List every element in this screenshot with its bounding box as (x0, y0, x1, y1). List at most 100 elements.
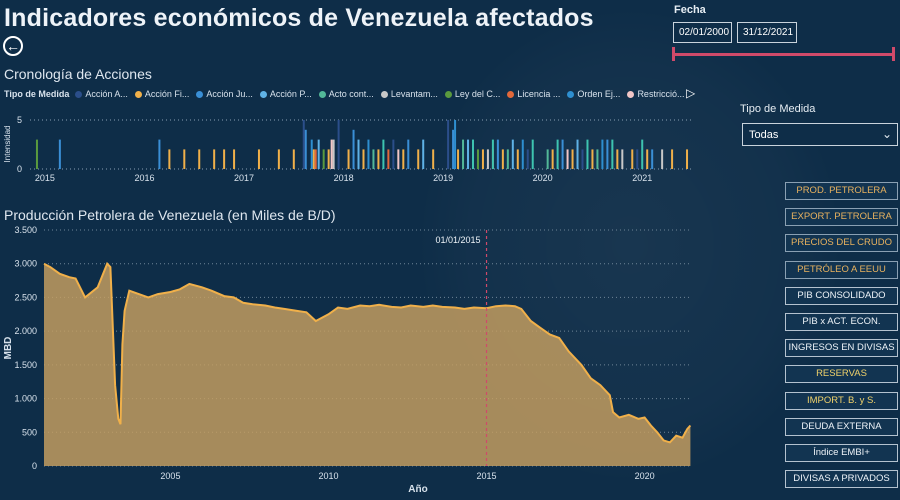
legend-dot (259, 90, 267, 98)
legend-next-arrow-icon[interactable]: ▷ (686, 86, 696, 100)
x-tick-label: 2017 (234, 173, 254, 183)
timeline-bar (277, 149, 280, 169)
date-start-input[interactable]: 02/01/2000 (673, 22, 732, 43)
timeline-bar (646, 149, 649, 169)
legend-item[interactable]: Ley del C... (444, 89, 500, 99)
legend-label: Restricció... (637, 89, 684, 99)
timeline-bar (322, 149, 325, 169)
nav-button[interactable]: INGRESOS EN DIVISAS (785, 339, 898, 358)
timeline-bar (586, 139, 589, 169)
legend-item[interactable]: Acción Ju... (196, 89, 253, 99)
x-tick-label: 2018 (334, 173, 354, 183)
y-tick-label: 0 (17, 164, 22, 174)
nav-button[interactable]: PETRÓLEO A EEUU (785, 260, 898, 279)
timeline-bar (352, 129, 355, 169)
timeline-bar (397, 149, 400, 169)
timeline-bar (312, 149, 315, 169)
legend-item[interactable]: Licencia ... (507, 89, 560, 99)
timeline-bar (58, 139, 61, 169)
timeline-bar (661, 149, 664, 169)
timeline-bar (292, 149, 295, 169)
timeline-bar (447, 120, 450, 169)
timeline-bar (317, 139, 320, 169)
timeline-bar (481, 149, 484, 169)
legend-item[interactable]: Orden Ej... (567, 89, 620, 99)
legend-dot (134, 90, 142, 98)
date-range-slider-track[interactable] (674, 53, 894, 56)
timeline-bar (302, 120, 305, 169)
timeline-bar (631, 149, 634, 169)
timeline-bar (496, 139, 499, 169)
nav-button[interactable]: PROD. PETROLERA (785, 182, 898, 200)
timeline-bar (506, 149, 509, 169)
legend-item[interactable]: Restricció... (627, 89, 684, 99)
y-axis-label: Intensidad (3, 126, 12, 163)
timeline-bar (233, 149, 236, 169)
timeline-bar (223, 149, 226, 169)
x-tick-label: 2015 (477, 471, 497, 481)
nav-button[interactable]: PRECIOS DEL CRUDO (785, 234, 898, 253)
timeline-bar (571, 149, 574, 169)
timeline-bar (314, 149, 317, 169)
date-label: Fecha (674, 4, 706, 16)
nav-button[interactable]: RESERVAS (785, 365, 898, 384)
timeline-bar (257, 149, 260, 169)
timeline-bar (526, 149, 529, 169)
timeline-bar (516, 149, 519, 169)
legend-title: Tipo de Medida (4, 89, 70, 99)
legend-label: Acción Ju... (206, 89, 253, 99)
timeline-bar (596, 149, 599, 169)
timeline-title: Cronología de Acciones (4, 66, 152, 82)
legend-dot (380, 90, 388, 98)
timeline-bar (422, 139, 425, 169)
legend-item[interactable]: Acción A... (75, 89, 128, 99)
production-area (44, 263, 691, 466)
legend-item[interactable]: Acto cont... (318, 89, 374, 99)
legend-dot (75, 90, 83, 98)
timeline-bar (402, 149, 405, 169)
tipo-medida-label: Tipo de Medida (740, 103, 816, 115)
tipo-medida-value: Todas (749, 129, 779, 141)
timeline-bar (392, 139, 395, 169)
nav-button[interactable]: DIVISAS A PRIVADOS (785, 470, 898, 489)
annotation-label: 01/01/2015 (435, 235, 480, 245)
timeline-bar (576, 139, 579, 169)
timeline-bar (183, 149, 186, 169)
timeline-bar (362, 149, 365, 169)
nav-button[interactable]: DEUDA EXTERNA (785, 417, 898, 436)
timeline-bar (556, 139, 559, 169)
timeline-bar (611, 139, 614, 169)
legend-item[interactable]: Acción P... (259, 89, 312, 99)
legend-label: Acción A... (85, 89, 128, 99)
x-tick-label: 2021 (632, 173, 652, 183)
nav-button[interactable]: Índice EMBI+ (785, 444, 898, 462)
nav-button[interactable]: IMPORT. B. y S. (785, 391, 898, 410)
timeline-bar (304, 129, 307, 169)
nav-button[interactable]: EXPORT. PETROLERA (785, 208, 898, 227)
date-range-slider-end-handle[interactable] (892, 47, 895, 61)
date-range-slider-start-handle[interactable] (672, 47, 675, 61)
legend-item[interactable]: Levantam... (380, 89, 438, 99)
back-button[interactable]: ← (3, 36, 23, 56)
timeline-bar (521, 139, 524, 169)
x-axis-label: Año (408, 484, 427, 494)
legend-dot (567, 90, 575, 98)
nav-button[interactable]: PIB CONSOLIDADO (785, 286, 898, 305)
legend-item[interactable]: Acción Fi... (134, 89, 189, 99)
timeline-bar (432, 149, 435, 169)
timeline-bar (601, 139, 604, 169)
legend-label: Orden Ej... (577, 89, 621, 99)
nav-button[interactable]: PIB x ACT. ECON. (785, 313, 898, 331)
date-end-input[interactable]: 31/12/2021 (737, 22, 797, 43)
tipo-medida-dropdown[interactable]: Todas ⌄ (742, 123, 898, 146)
timeline-chart: 5 0 Intensidad 2015 2016 2017 2018 2019 2020 2021 (3, 115, 692, 183)
arrow-left-icon: ← (6, 38, 20, 54)
timeline-bar (377, 149, 380, 169)
x-tick-label: 2020 (635, 471, 655, 481)
timeline-bar (327, 149, 330, 169)
timeline-bar (471, 139, 474, 169)
legend-label: Licencia ... (517, 89, 561, 99)
x-tick-label: 2005 (160, 471, 180, 481)
timeline-bar (357, 139, 360, 169)
timeline-bar (486, 149, 489, 169)
